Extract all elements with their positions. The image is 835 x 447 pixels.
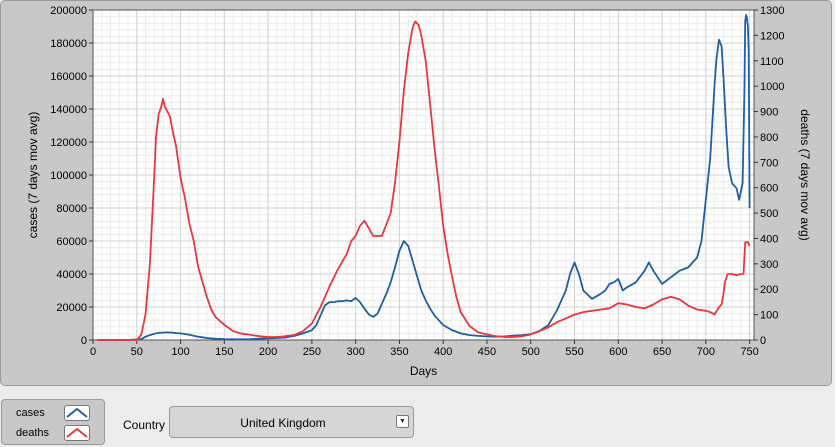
y2-tick-label: 800 — [760, 132, 778, 144]
x-tick-label: 0 — [90, 346, 96, 358]
series-line-cases — [97, 13, 751, 341]
y-tick-label: 120000 — [50, 137, 87, 149]
y-tick-label: 80000 — [56, 203, 87, 215]
covid-line-chart: 0 50 100 150 200 250 300 350 400 450 500 550 600 650 7… — [26, 5, 812, 378]
x-tick-label: 750 — [740, 346, 758, 358]
y2-tick-label: 100 — [760, 310, 778, 322]
legend: cases deaths — [1, 399, 105, 445]
y2-tick-label: 700 — [760, 157, 778, 169]
country-select-value: United Kingdom — [240, 416, 326, 430]
y2-tick-label: 1000 — [760, 81, 784, 93]
x-tick-label: 300 — [346, 346, 364, 358]
y2-tick-label: 0 — [760, 335, 766, 347]
x-tick-label: 50 — [131, 346, 143, 358]
y-axis-label: cases (7 days mov avg) — [26, 112, 40, 239]
legend-label-deaths: deaths — [16, 427, 50, 439]
x-tick-label: 700 — [697, 346, 715, 358]
y-tick-label: 60000 — [56, 236, 87, 248]
chart-panel: 0 50 100 150 200 250 300 350 400 450 500 550 600 650 7… — [0, 0, 832, 386]
y2-tick-label: 400 — [760, 233, 778, 245]
y2-tick-label: 1200 — [760, 30, 784, 42]
y-tick-label: 200000 — [50, 5, 87, 17]
y-tick-label: 0 — [81, 335, 87, 347]
country-select[interactable]: United Kingdom ▼ — [169, 406, 414, 438]
y2-tick-label: 200 — [760, 284, 778, 296]
x-tick-label: 450 — [478, 346, 496, 358]
x-tick-label: 400 — [434, 346, 452, 358]
x-axis-label: Days — [410, 364, 437, 378]
y2-tick-label: 300 — [760, 259, 778, 271]
y-tick-label: 40000 — [56, 269, 87, 281]
x-tick-label: 350 — [390, 346, 408, 358]
x-tick-label: 650 — [653, 346, 671, 358]
x-tick-label: 250 — [303, 346, 321, 358]
y2-tick-label: 900 — [760, 107, 778, 119]
y2-tick-label: 600 — [760, 183, 778, 195]
country-label: Country — [123, 418, 166, 432]
legend-line-deaths — [66, 427, 88, 438]
x-tick-label: 150 — [215, 346, 233, 358]
x-tick-label: 200 — [259, 346, 277, 358]
x-tick-label: 100 — [171, 346, 189, 358]
y2-tick-label: 1300 — [760, 5, 784, 17]
legend-line-cases — [66, 407, 88, 418]
y-tick-label: 180000 — [50, 38, 87, 50]
legend-swatch-deaths-icon — [64, 425, 90, 441]
x-tick-label: 600 — [609, 346, 627, 358]
legend-swatch-cases-icon — [64, 405, 90, 421]
y-tick-label: 140000 — [50, 104, 87, 116]
y2-tick-label: 1100 — [760, 56, 784, 68]
legend-label-cases: cases — [16, 407, 45, 419]
x-tick-label: 550 — [565, 346, 583, 358]
legend-item-cases: cases — [2, 404, 104, 424]
y-tick-label: 100000 — [50, 170, 87, 182]
x-tick-label: 500 — [522, 346, 540, 358]
series-line-deaths — [97, 20, 751, 341]
y-tick-label: 160000 — [50, 71, 87, 83]
y2-tick-label: 500 — [760, 208, 778, 220]
legend-item-deaths: deaths — [2, 424, 104, 444]
y-tick-label: 20000 — [56, 302, 87, 314]
y2-axis-label: deaths (7 days mov avg) — [798, 109, 812, 240]
chevron-down-icon[interactable]: ▼ — [396, 415, 409, 428]
